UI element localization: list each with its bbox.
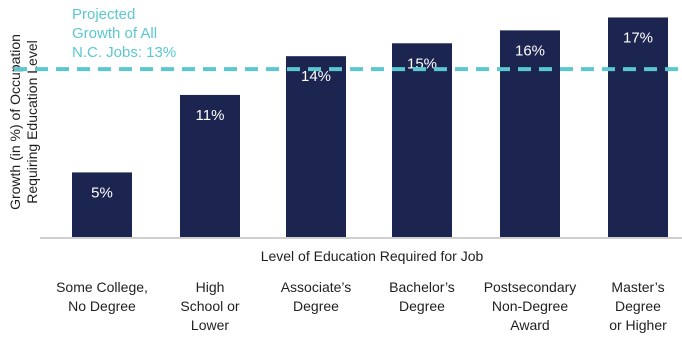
reference-line-group: Projected Growth of All N.C. Jobs: 13% [14,6,682,72]
x-axis-title: Level of Education Required for Job [261,248,484,264]
reference-line-label: Projected Growth of All N.C. Jobs: 13% [72,6,176,61]
category-labels-group: Some College, No Degree High School or Lower… [56,279,667,333]
bar-value-label-6: 17% [623,29,653,46]
category-label-6: Master’s Degree or Higher [609,279,667,333]
bar-3 [286,56,346,238]
y-axis-title: Growth (in %) of OccupationRequiring Edu… [7,34,40,210]
bar-value-label-3: 14% [301,68,331,85]
category-label-5: Postsecondary Non-Degree Award [484,279,577,333]
bar-6 [608,17,668,238]
bars-group: 5%11%14%15%16%17% [72,17,668,238]
bar-value-label-5: 16% [515,42,545,59]
bar-4 [392,43,452,238]
bar-2 [180,94,240,237]
category-label-4: Bachelor’s Degree [389,279,455,314]
category-label-1: Some College, No Degree [56,279,148,314]
bar-value-label-2: 11% [196,107,225,124]
y-axis-title-text: Growth (in %) of OccupationRequiring Edu… [7,34,40,210]
bar-5 [500,30,560,237]
category-label-2: High School or Lower [180,279,239,333]
bar-1 [72,172,132,237]
bar-value-label-1: 5% [91,184,113,201]
category-label-3: Associate’s Degree [281,279,352,314]
